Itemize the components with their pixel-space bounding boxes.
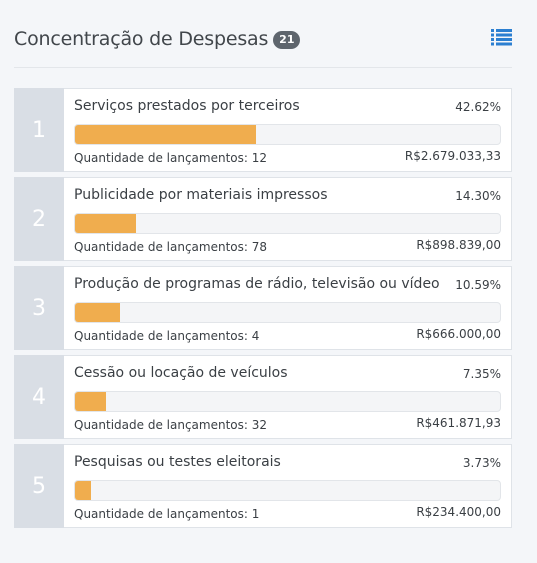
expense-category-name: Pesquisas ou testes eleitorais [74,454,281,470]
progress-bar-fill [75,481,91,500]
entries-count: Quantidade de lançamentos: 12 [74,151,267,165]
expense-item-body: Publicidade por materiais impressos 14.3… [64,178,511,260]
expense-category-name: Publicidade por materiais impressos [74,187,328,203]
expense-category-name: Produção de programas de rádio, televisã… [74,276,440,292]
expense-amount: R$461.871,93 [416,416,501,430]
count-badge: 21 [273,31,301,49]
entries-count: Quantidade de lançamentos: 1 [74,507,260,521]
expense-amount: R$898.839,00 [416,238,501,252]
header-divider [14,67,512,68]
expense-percent: 14.30% [455,189,501,203]
progress-bar-fill [75,392,107,411]
expense-amount: R$2.679.033,33 [404,149,501,163]
progress-bar-track [74,480,501,501]
list-view-icon[interactable] [491,29,512,46]
expense-item-body: Serviços prestados por terceiros 42.62% … [64,89,511,171]
rank-number: 3 [14,266,64,350]
rank-number: 1 [14,88,64,172]
rank-number: 4 [14,355,64,439]
rank-number: 2 [14,177,64,261]
expense-item-body: Cessão ou locação de veículos 7.35% Quan… [64,356,511,438]
expense-item-body: Pesquisas ou testes eleitorais 3.73% Qua… [64,445,511,527]
entries-count: Quantidade de lançamentos: 32 [74,418,267,432]
expense-item[interactable]: 4 Cessão ou locação de veículos 7.35% Qu… [14,355,512,439]
panel-title: Concentração de Despesas [14,28,269,50]
expense-item[interactable]: 5 Pesquisas ou testes eleitorais 3.73% Q… [14,444,512,528]
progress-bar-track [74,302,501,323]
expense-percent: 7.35% [462,367,501,381]
expense-item[interactable]: 1 Serviços prestados por terceiros 42.62… [14,88,512,172]
expense-category-name: Serviços prestados por terceiros [74,98,300,114]
expense-percent: 42.62% [455,100,501,114]
rank-number: 5 [14,444,64,528]
expense-category-name: Cessão ou locação de veículos [74,365,288,381]
expense-amount: R$234.400,00 [416,505,501,519]
expense-amount: R$666.000,00 [416,327,501,341]
entries-count: Quantidade de lançamentos: 4 [74,329,260,343]
expense-list: 1 Serviços prestados por terceiros 42.62… [14,88,512,533]
progress-bar-fill [75,214,136,233]
expense-percent: 3.73% [462,456,501,470]
progress-bar-fill [75,125,257,144]
progress-bar-track [74,391,501,412]
progress-bar-track [74,124,501,145]
panel-header: Concentração de Despesas 21 [14,24,512,54]
progress-bar-fill [75,303,120,322]
expense-item[interactable]: 3 Produção de programas de rádio, televi… [14,266,512,350]
expense-percent: 10.59% [455,278,501,292]
expense-item[interactable]: 2 Publicidade por materiais impressos 14… [14,177,512,261]
progress-bar-track [74,213,501,234]
entries-count: Quantidade de lançamentos: 78 [74,240,267,254]
expense-item-body: Produção de programas de rádio, televisã… [64,267,511,349]
